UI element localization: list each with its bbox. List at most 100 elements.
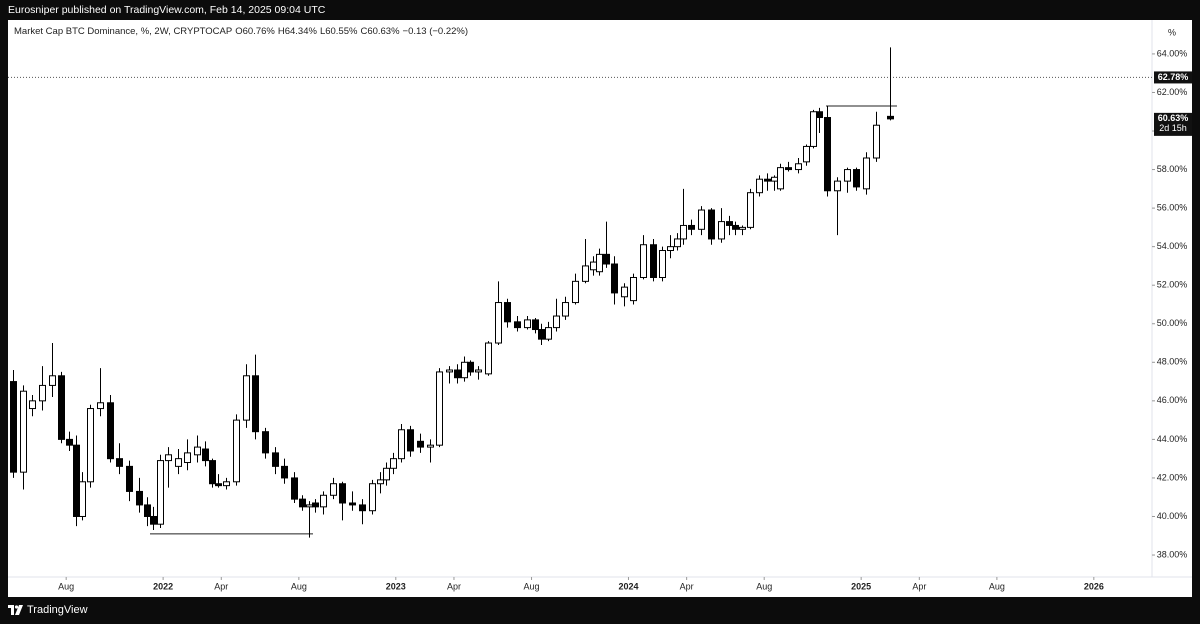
legend-value: O60.76%: [235, 26, 275, 37]
chart-background: [8, 20, 1192, 597]
candle-body: [10, 381, 17, 473]
candle-body: [398, 429, 405, 460]
legend-value: H64.34%: [277, 26, 317, 37]
candle-body: [383, 467, 390, 481]
candle-body: [810, 111, 817, 147]
candle-body: [272, 452, 279, 467]
candle-body: [495, 302, 502, 344]
candle-body: [144, 504, 151, 517]
candle-body: [157, 460, 164, 525]
candle-body: [514, 321, 521, 329]
candle-body: [475, 369, 482, 373]
candle-body: [873, 124, 880, 159]
x-tick-label: 2024: [618, 581, 638, 591]
candle-body: [771, 176, 778, 182]
footer: TradingView: [8, 604, 88, 616]
y-tick-label: 56.00%: [1157, 202, 1188, 212]
candle-body: [312, 502, 319, 508]
price-line-label: 62.78%: [1158, 72, 1189, 82]
candle-body: [504, 302, 511, 323]
publish-header: Eurosniper published on TradingView.com,…: [8, 4, 326, 16]
candle-body: [58, 375, 65, 440]
legend-value: L60.55%: [319, 26, 358, 37]
candle-body: [223, 481, 230, 487]
legend-title: Market Cap BTC Dominance, %, 2W, CRYPTOC…: [14, 26, 233, 37]
candle-body: [795, 163, 802, 171]
candle-body: [596, 253, 603, 273]
candle-body: [756, 178, 763, 194]
candle-body: [524, 319, 531, 329]
candle-body: [436, 371, 443, 446]
candle-body: [764, 178, 771, 182]
candle-body: [853, 169, 860, 188]
candle-body: [66, 438, 73, 446]
candle-body: [87, 408, 94, 483]
x-tick-label: Aug: [989, 581, 1005, 591]
x-tick-label: 2022: [153, 581, 173, 591]
candle-body: [553, 315, 560, 329]
candle-body: [454, 369, 461, 379]
candle-body: [708, 209, 715, 240]
logo: [8, 605, 23, 615]
x-tick-label: Apr: [912, 581, 926, 591]
legend: Market Cap BTC Dominance, %, 2W, CRYPTOC…: [14, 26, 471, 37]
legend-value: C60.63%: [360, 26, 400, 37]
candle-body: [20, 390, 27, 473]
candle-body: [194, 446, 201, 456]
candle-body: [427, 444, 434, 448]
y-tick-label: 58.00%: [1157, 164, 1188, 174]
candle-body: [330, 483, 337, 496]
candle-body: [97, 402, 104, 410]
candle-body: [306, 504, 313, 508]
candle-body: [39, 384, 46, 402]
y-tick-label: 40.00%: [1157, 511, 1188, 521]
x-tick-label: Apr: [214, 581, 228, 591]
countdown-label: 2d 15h: [1159, 123, 1187, 133]
candle-body: [844, 169, 851, 182]
y-tick-label: 38.00%: [1157, 549, 1188, 559]
y-tick-label: 62.00%: [1157, 87, 1188, 97]
candle-body: [126, 465, 133, 492]
candle-body: [407, 429, 414, 452]
candle-body: [417, 440, 424, 448]
candle-body: [390, 458, 397, 469]
candle-body: [136, 490, 143, 506]
candle-body: [184, 452, 191, 464]
candle-body: [73, 444, 80, 517]
candle-body: [545, 327, 552, 340]
candle-body: [369, 483, 376, 512]
candle-body: [29, 400, 36, 410]
y-tick-label: 42.00%: [1157, 472, 1188, 482]
candle-body: [887, 115, 894, 120]
candle-body: [650, 244, 657, 278]
y-tick-label: 44.00%: [1157, 434, 1188, 444]
y-tick-label: 64.00%: [1157, 48, 1188, 58]
candle-body: [359, 504, 366, 512]
candle-body: [532, 319, 539, 331]
candle-body: [209, 460, 216, 485]
price-line-tag: [1154, 71, 1192, 84]
candle-body: [777, 167, 784, 190]
last-price-tag: [1154, 112, 1192, 136]
candle-body: [79, 481, 86, 517]
candle-body: [834, 180, 841, 192]
y-tick-label: 52.00%: [1157, 280, 1188, 290]
x-tick-label: 2023: [386, 581, 406, 591]
candle-body: [688, 224, 695, 230]
candle-body: [726, 221, 733, 226]
candle-body: [116, 458, 123, 467]
candle-body: [640, 244, 647, 278]
candle-body: [680, 224, 687, 240]
candle-body: [572, 280, 579, 304]
candle-body: [262, 431, 269, 454]
candle-body: [320, 494, 327, 508]
candle-body: [582, 265, 589, 282]
x-tick-label: 2026: [1084, 581, 1104, 591]
candle-body: [718, 221, 725, 240]
x-tick-label: Aug: [524, 581, 540, 591]
candle-body: [732, 224, 739, 230]
candle-body: [107, 402, 114, 460]
legend-value: −0.13 (−0.22%): [402, 26, 469, 37]
candle-body: [349, 502, 356, 506]
